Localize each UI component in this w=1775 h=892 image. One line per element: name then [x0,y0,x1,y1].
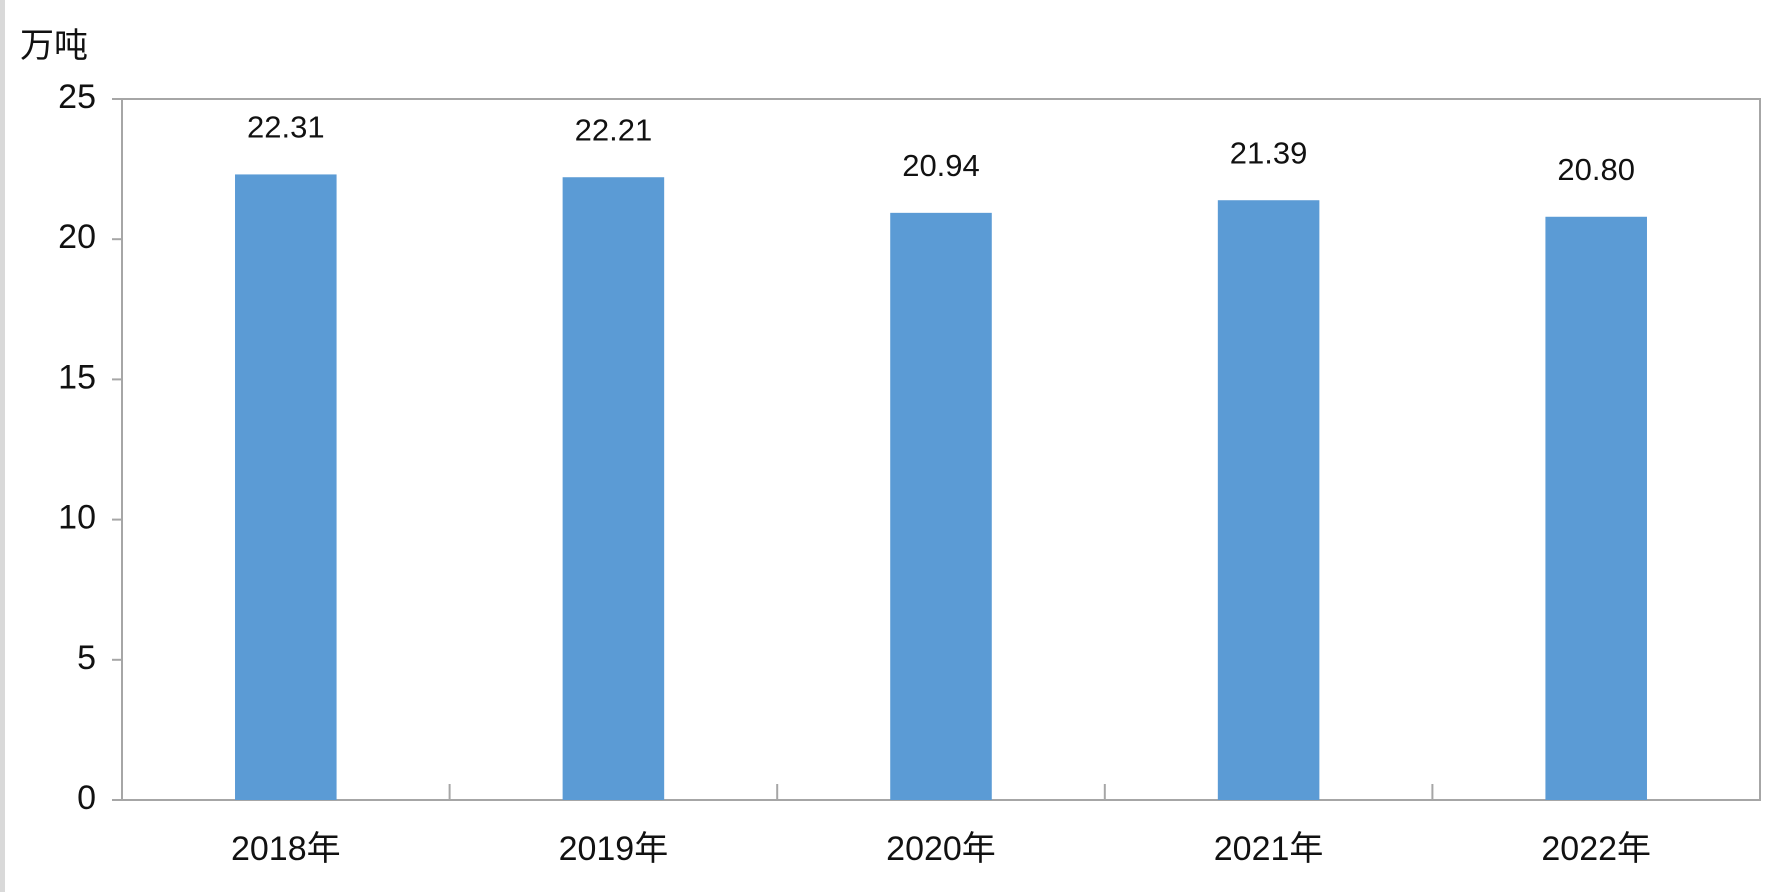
left-edge [0,0,5,892]
bar [1217,200,1320,801]
x-tick-label: 2018年 [231,830,341,868]
bar [562,177,665,801]
value-label: 20.94 [902,148,980,183]
bar [890,212,992,800]
bar [235,174,337,800]
bar [1545,216,1647,800]
x-tick-label: 2021年 [1214,830,1324,868]
value-label: 22.21 [575,112,653,147]
x-tick-label: 2020年 [886,830,996,868]
value-label: 20.80 [1557,152,1635,187]
x-tick-label: 2022年 [1541,830,1651,868]
y-tick-label: 25 [58,78,96,116]
value-label: 22.31 [247,110,325,145]
y-axis-unit: 万吨 [20,27,88,65]
y-tick-label: 20 [58,218,96,256]
y-tick-label: 0 [77,779,96,817]
y-tick-label: 5 [77,639,96,677]
y-tick-label: 15 [58,358,96,396]
y-tick-label: 10 [58,499,96,537]
x-tick-label: 2019年 [559,830,669,868]
value-label: 21.39 [1230,135,1308,170]
